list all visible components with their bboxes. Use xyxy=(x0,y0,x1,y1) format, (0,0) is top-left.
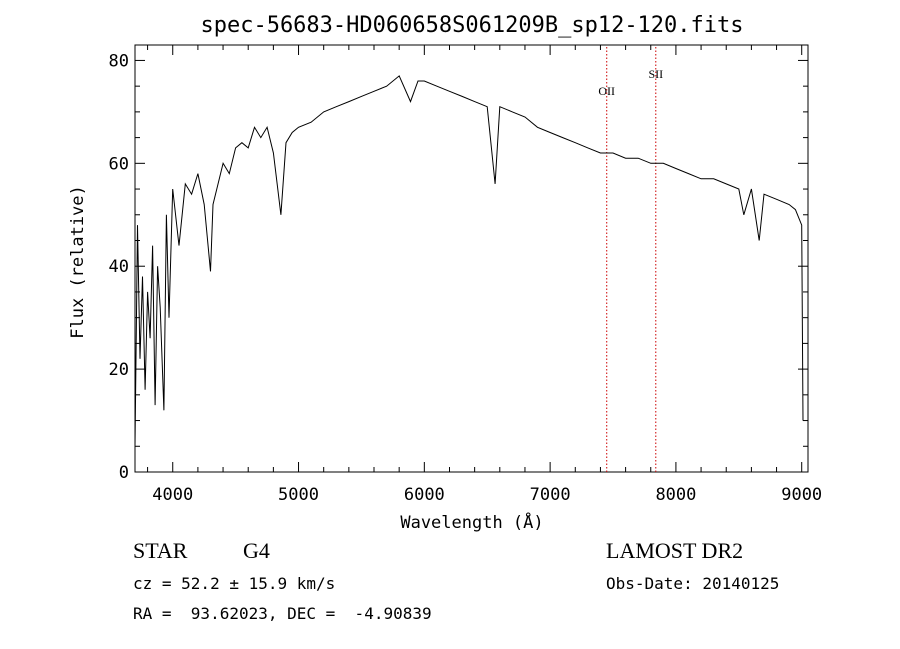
survey-name: LAMOST DR2 xyxy=(606,538,744,563)
marker-label: OII xyxy=(598,84,615,98)
marker-label: SII xyxy=(648,67,663,81)
object-subclass: G4 xyxy=(243,538,270,563)
y-axis-label: Flux (relative) xyxy=(68,185,88,339)
emission-line-markers: OII SII xyxy=(598,47,663,472)
spectrum-line xyxy=(134,75,804,447)
plot-frame xyxy=(134,44,809,473)
x-tick-label: 6000 xyxy=(404,485,445,505)
redshift-text: cz = 52.2 ± 15.9 km/s xyxy=(133,574,336,593)
y-tick-label: 0 xyxy=(119,463,129,483)
chart-title: spec-56683-HD060658S061209B_sp12-120.fit… xyxy=(200,13,743,38)
y-tick-label: 80 xyxy=(109,51,129,71)
obs-date: Obs-Date: 20140125 xyxy=(606,574,780,593)
y-tick-label: 40 xyxy=(109,257,129,277)
x-axis-label: Wavelength (Å) xyxy=(400,511,543,533)
x-tick-label: 8000 xyxy=(655,485,696,505)
x-tick-label: 7000 xyxy=(530,485,571,505)
x-tick-label: 9000 xyxy=(781,485,822,505)
y-tick-label: 60 xyxy=(109,154,129,174)
coordinates: RA = 93.62023, DEC = -4.90839 xyxy=(133,604,432,623)
y-tick-label: 20 xyxy=(109,360,129,380)
x-tick-label: 5000 xyxy=(278,485,319,505)
axes: 4000 5000 6000 7000 8000 9000 0 20 40 60 80 xyxy=(109,44,822,505)
object-class: STAR xyxy=(133,538,188,563)
x-tick-label: 4000 xyxy=(152,485,193,505)
